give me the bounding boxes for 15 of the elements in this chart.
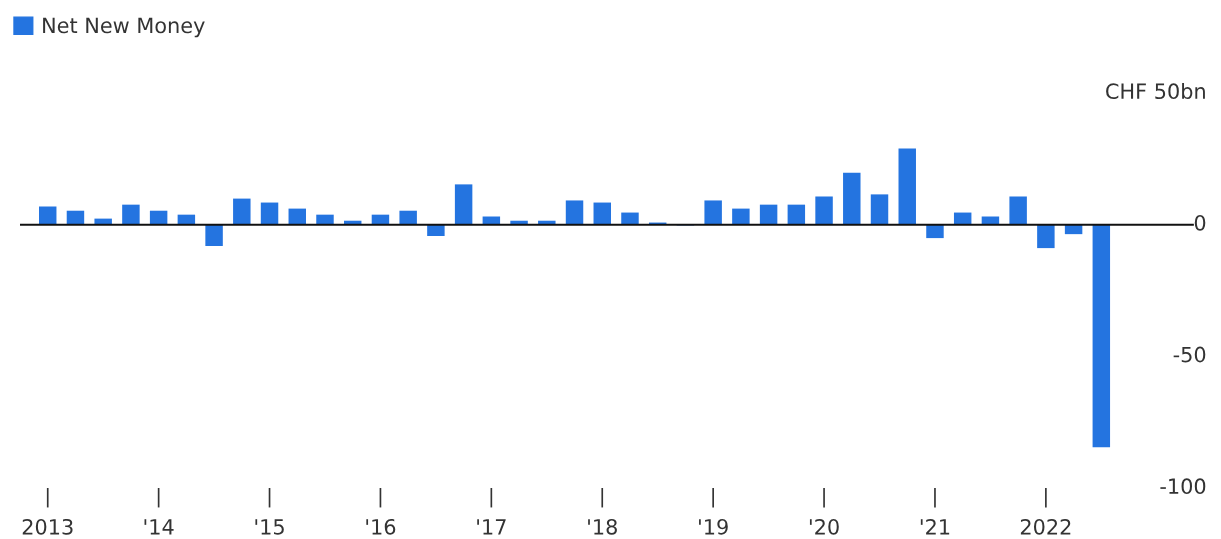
x-tick-label: '17 [477,519,506,535]
x-tick-label: '14 [144,519,174,535]
y-tick-label: CHF 50bn [1106,82,1205,100]
x-tick-label: '20 [809,518,839,535]
y-tick-label: 0 [1194,214,1206,231]
x-tick-label: '16 [366,518,396,535]
y-tick-label: -100 [1160,478,1206,495]
legend-label: Net New Money [43,17,205,38]
x-tick-label: '19 [699,518,728,535]
x-tick-label: '15 [255,519,284,535]
x-tick-label: '21 [920,518,950,535]
x-tick-label: '18 [588,518,617,535]
y-tick-label: -50 [1173,346,1206,363]
x-tick-label: 2022 [1020,518,1071,535]
x-tick-label: 2013 [22,518,73,535]
